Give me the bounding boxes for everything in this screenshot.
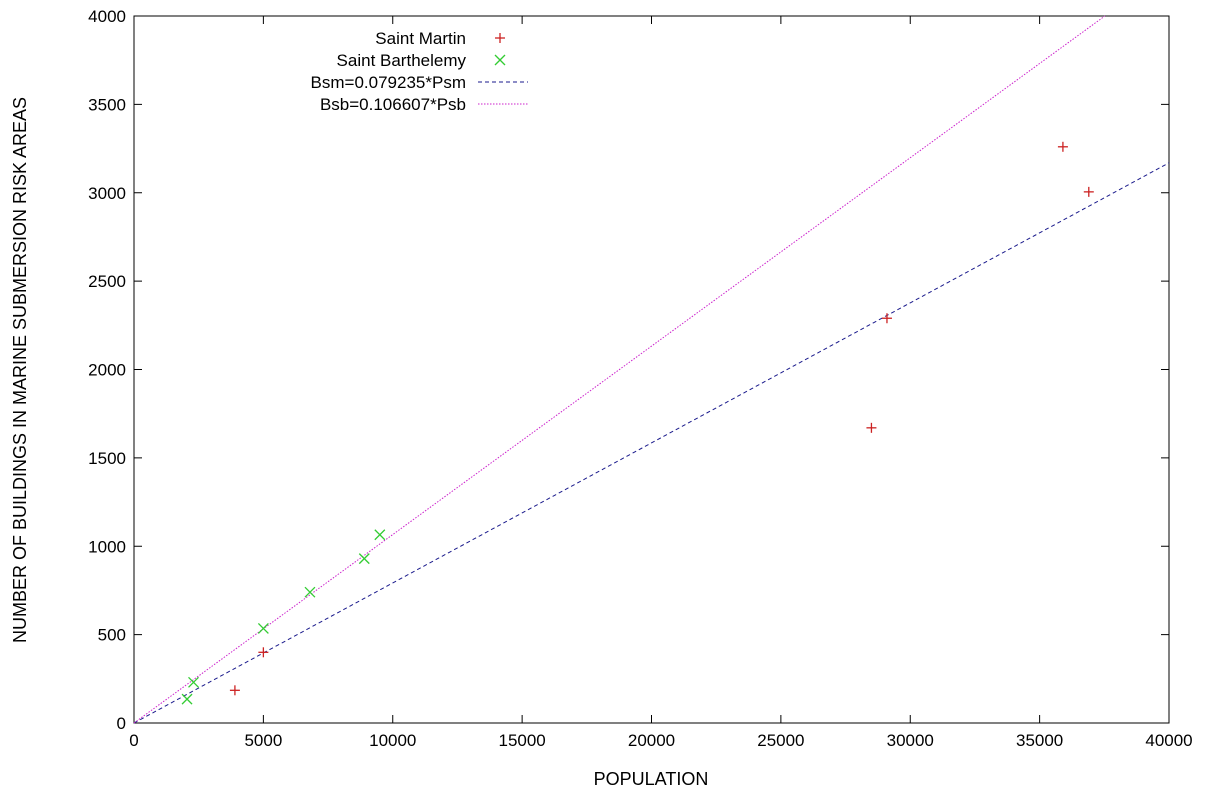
data-points — [181, 141, 1094, 705]
y-axis-title: NUMBER OF BUILDINGS IN MARINE SUBMERSION… — [10, 97, 30, 643]
y-tick-label: 3000 — [88, 184, 126, 203]
x-tick-label: 5000 — [244, 731, 282, 750]
fit-line-2 — [133, 162, 1170, 724]
saint-barthelemy-point — [304, 586, 316, 598]
cross-marker-b — [257, 622, 269, 634]
saint-barthelemy-point — [358, 553, 370, 565]
x-tick-label: 20000 — [628, 731, 675, 750]
cross-marker-b — [304, 586, 316, 598]
y-tick-label: 500 — [98, 626, 126, 645]
x-tick-label: 15000 — [498, 731, 545, 750]
y-tick-label: 4000 — [88, 7, 126, 26]
axes: 0 5000 10000 15000 20000 25000 30000 35000 40000… — [88, 7, 1192, 750]
y-tick-label: 1500 — [88, 449, 126, 468]
saint-barthelemy-point — [374, 529, 386, 541]
x-tick-label: 0 — [129, 731, 138, 750]
legend-label: Saint Barthelemy — [337, 51, 467, 70]
legend-marker — [494, 54, 506, 66]
cross-marker-b — [494, 54, 506, 66]
cross-marker-b — [374, 529, 386, 541]
fit-line-3 — [133, 15, 1106, 724]
fit-lines — [133, 15, 1170, 724]
cross-marker-b — [188, 676, 199, 688]
saint-martin-point — [866, 422, 877, 433]
x-tick-label: 30000 — [887, 731, 934, 750]
cross-marker-b — [181, 693, 193, 705]
y-tick-label: 0 — [117, 714, 126, 733]
saint-martin-point — [229, 685, 240, 696]
legend: Saint Martin Saint Barthelemy Bsm=0.079235… — [311, 29, 528, 114]
legend-label: Saint Martin — [375, 29, 466, 48]
x-tick-label: 35000 — [1016, 731, 1063, 750]
y-tick-label: 2000 — [88, 361, 126, 380]
saint-martin-point — [258, 647, 269, 658]
saint-barthelemy-point — [257, 622, 269, 634]
saint-barthelemy-point — [188, 676, 199, 688]
y-tick-label: 3500 — [88, 95, 126, 114]
x-tick-label: 25000 — [757, 731, 804, 750]
plot-frame — [133, 15, 1170, 724]
legend-marker — [495, 33, 505, 43]
x-tick-label: 10000 — [369, 731, 416, 750]
cross-marker-b — [358, 553, 370, 565]
legend-label: Bsm=0.079235*Psm — [311, 73, 466, 92]
saint-martin-point — [1083, 186, 1094, 197]
legend-label: Bsb=0.106607*Psb — [320, 95, 466, 114]
x-tick-label: 40000 — [1145, 731, 1192, 750]
y-tick-label: 2500 — [88, 272, 126, 291]
x-axis-title: POPULATION — [594, 769, 709, 789]
y-tick-label: 1000 — [88, 537, 126, 556]
saint-martin-point — [1057, 141, 1068, 152]
saint-martin-point — [881, 313, 892, 324]
saint-barthelemy-point — [181, 693, 193, 705]
